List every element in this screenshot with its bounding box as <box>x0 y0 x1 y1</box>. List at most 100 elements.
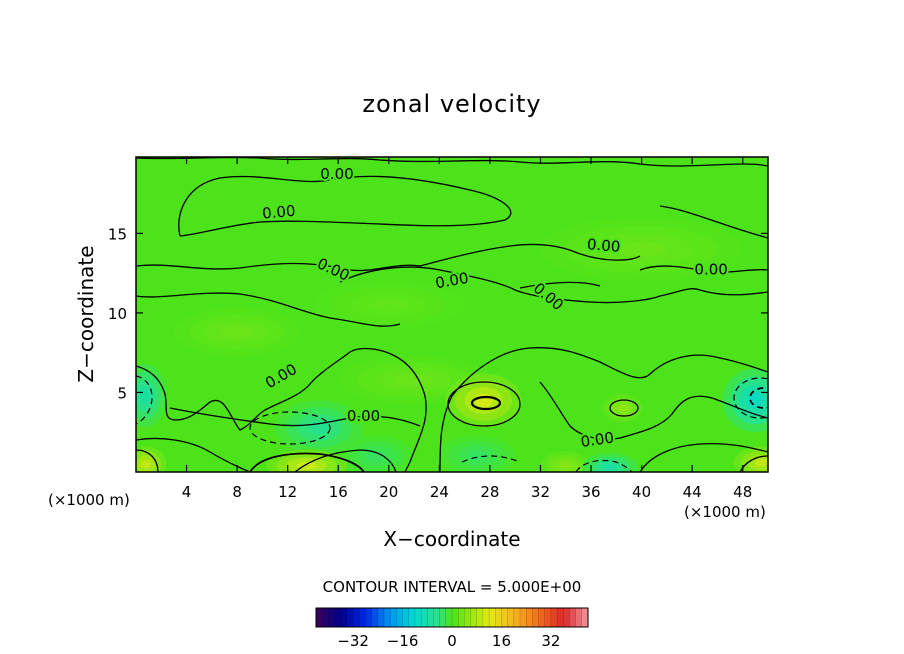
colorbar-cell <box>427 607 435 628</box>
colorbar-cell <box>383 607 391 628</box>
colorbar-cell <box>359 607 367 628</box>
contour-lines <box>136 157 768 472</box>
contour-negative-bottom-mid <box>461 455 521 463</box>
field-anomaly <box>173 308 301 356</box>
colorbar-cell <box>377 607 385 628</box>
contour-zero-wave <box>136 347 427 472</box>
plot-frame <box>135 156 769 473</box>
field-anomaly <box>275 400 364 455</box>
field-anomaly <box>540 451 592 472</box>
colorbar-cell <box>507 607 515 628</box>
x-axis-label: X−coordinate <box>383 527 520 551</box>
contour-positive-core <box>470 395 502 411</box>
colorbar-cell <box>482 607 490 628</box>
colorbar-cell <box>420 607 428 628</box>
y-tick-label: 15 <box>108 225 127 243</box>
colorbar-tick-label: 16 <box>492 632 511 650</box>
colorbar-cell <box>433 607 441 628</box>
contour-zero-band <box>339 266 768 304</box>
colorbar-cell <box>470 607 478 628</box>
contour-label: 0.00 <box>586 235 621 256</box>
contour-positive-center <box>447 381 521 427</box>
contour-label: 0.00 <box>579 428 615 450</box>
velocity-field <box>136 217 768 472</box>
field-anomaly-level <box>603 463 617 471</box>
contour-zero-bottom-mid <box>294 449 397 472</box>
contour-negative-left <box>136 375 153 425</box>
colorbar-cell <box>501 607 509 628</box>
colorbar-cell <box>371 607 379 628</box>
colorbar-cell <box>581 607 589 628</box>
contour-zero-lower <box>136 292 401 327</box>
x-tick-label: 16 <box>329 483 348 501</box>
y-tick-label: 5 <box>117 384 127 402</box>
colorbar-cell <box>550 607 558 628</box>
colorbar-cell <box>396 607 404 628</box>
contour-zero-bottom-right <box>639 442 768 472</box>
colorbar-cell <box>538 607 546 628</box>
contour-negative-right <box>733 377 768 419</box>
colorbar-tick-label: −16 <box>387 632 419 650</box>
chart-title: zonal velocity <box>362 90 541 118</box>
field-anomaly <box>733 446 768 472</box>
colorbar-cell <box>464 607 472 628</box>
contour-interval: CONTOUR INTERVAL = 5.000E+00 <box>323 578 582 596</box>
field-anomaly-level <box>139 387 151 404</box>
field-anomaly-level <box>395 373 434 386</box>
field-anomaly <box>439 435 516 472</box>
x-tick-label: 32 <box>531 483 550 501</box>
x-tick-label: 24 <box>430 483 449 501</box>
x-tick-label: 28 <box>480 483 499 501</box>
contour-zero-right <box>659 205 768 239</box>
field-anomaly-level <box>617 404 628 412</box>
colorbar-cell <box>563 607 571 628</box>
colorbar-cell <box>569 607 577 628</box>
colorbar-cell <box>476 607 484 628</box>
contour-positive-corner-right <box>739 455 768 472</box>
field-anomaly-level <box>141 459 152 469</box>
x-tick-label: 48 <box>733 483 752 501</box>
colorbar-cell <box>532 607 540 628</box>
colorbar: −32 −16 0 16 32 <box>315 607 589 650</box>
contour-labels: 0.000.000.000.000.00 0.00 0.000.000.000.00 <box>259 163 729 453</box>
contour-zero-lowband <box>169 407 421 427</box>
contour-zero-wave2 <box>439 347 768 472</box>
x-tick-label: 12 <box>278 483 297 501</box>
y-tick-label: 10 <box>108 305 127 323</box>
field-anomaly <box>445 373 522 428</box>
contour-zero-right-low <box>539 381 768 440</box>
contour-negative-mid <box>249 411 331 445</box>
colorbar-cell <box>575 607 583 628</box>
colorbar-cell <box>519 607 527 628</box>
colorbar-cell <box>352 607 360 628</box>
contour-zero-cap <box>178 175 512 237</box>
colorbar-cell <box>340 607 348 628</box>
colorbar-cell <box>451 607 459 628</box>
colorbar-cell <box>414 607 422 628</box>
colorbar-cell <box>408 607 416 628</box>
colorbar-cell <box>315 607 323 628</box>
colorbar-cell <box>445 607 453 628</box>
field-anomaly-level <box>754 458 768 467</box>
contour-label: 0.00 <box>694 260 727 278</box>
field-anomaly <box>582 452 638 472</box>
contour-label: 0.00 <box>320 165 353 183</box>
contour-negative-lines <box>136 375 768 472</box>
colorbar-cell <box>439 607 447 628</box>
field-anomaly-level <box>616 241 667 258</box>
colorbar-cell <box>334 607 342 628</box>
field-anomaly <box>266 449 348 472</box>
colorbar-cell <box>556 607 564 628</box>
colorbar-frame <box>315 607 589 628</box>
colorbar-cell <box>457 607 465 628</box>
x-tick-label: 20 <box>379 483 398 501</box>
x-tick-label: 44 <box>683 483 702 501</box>
colorbar-cell <box>525 607 533 628</box>
x-tick-label: 4 <box>182 483 192 501</box>
contour-positive-bottom <box>249 452 365 472</box>
contour-zero-mid <box>136 243 641 272</box>
colorbar-cell <box>346 607 354 628</box>
contour-positive-small <box>609 399 639 417</box>
colorbar-cell <box>402 607 410 628</box>
